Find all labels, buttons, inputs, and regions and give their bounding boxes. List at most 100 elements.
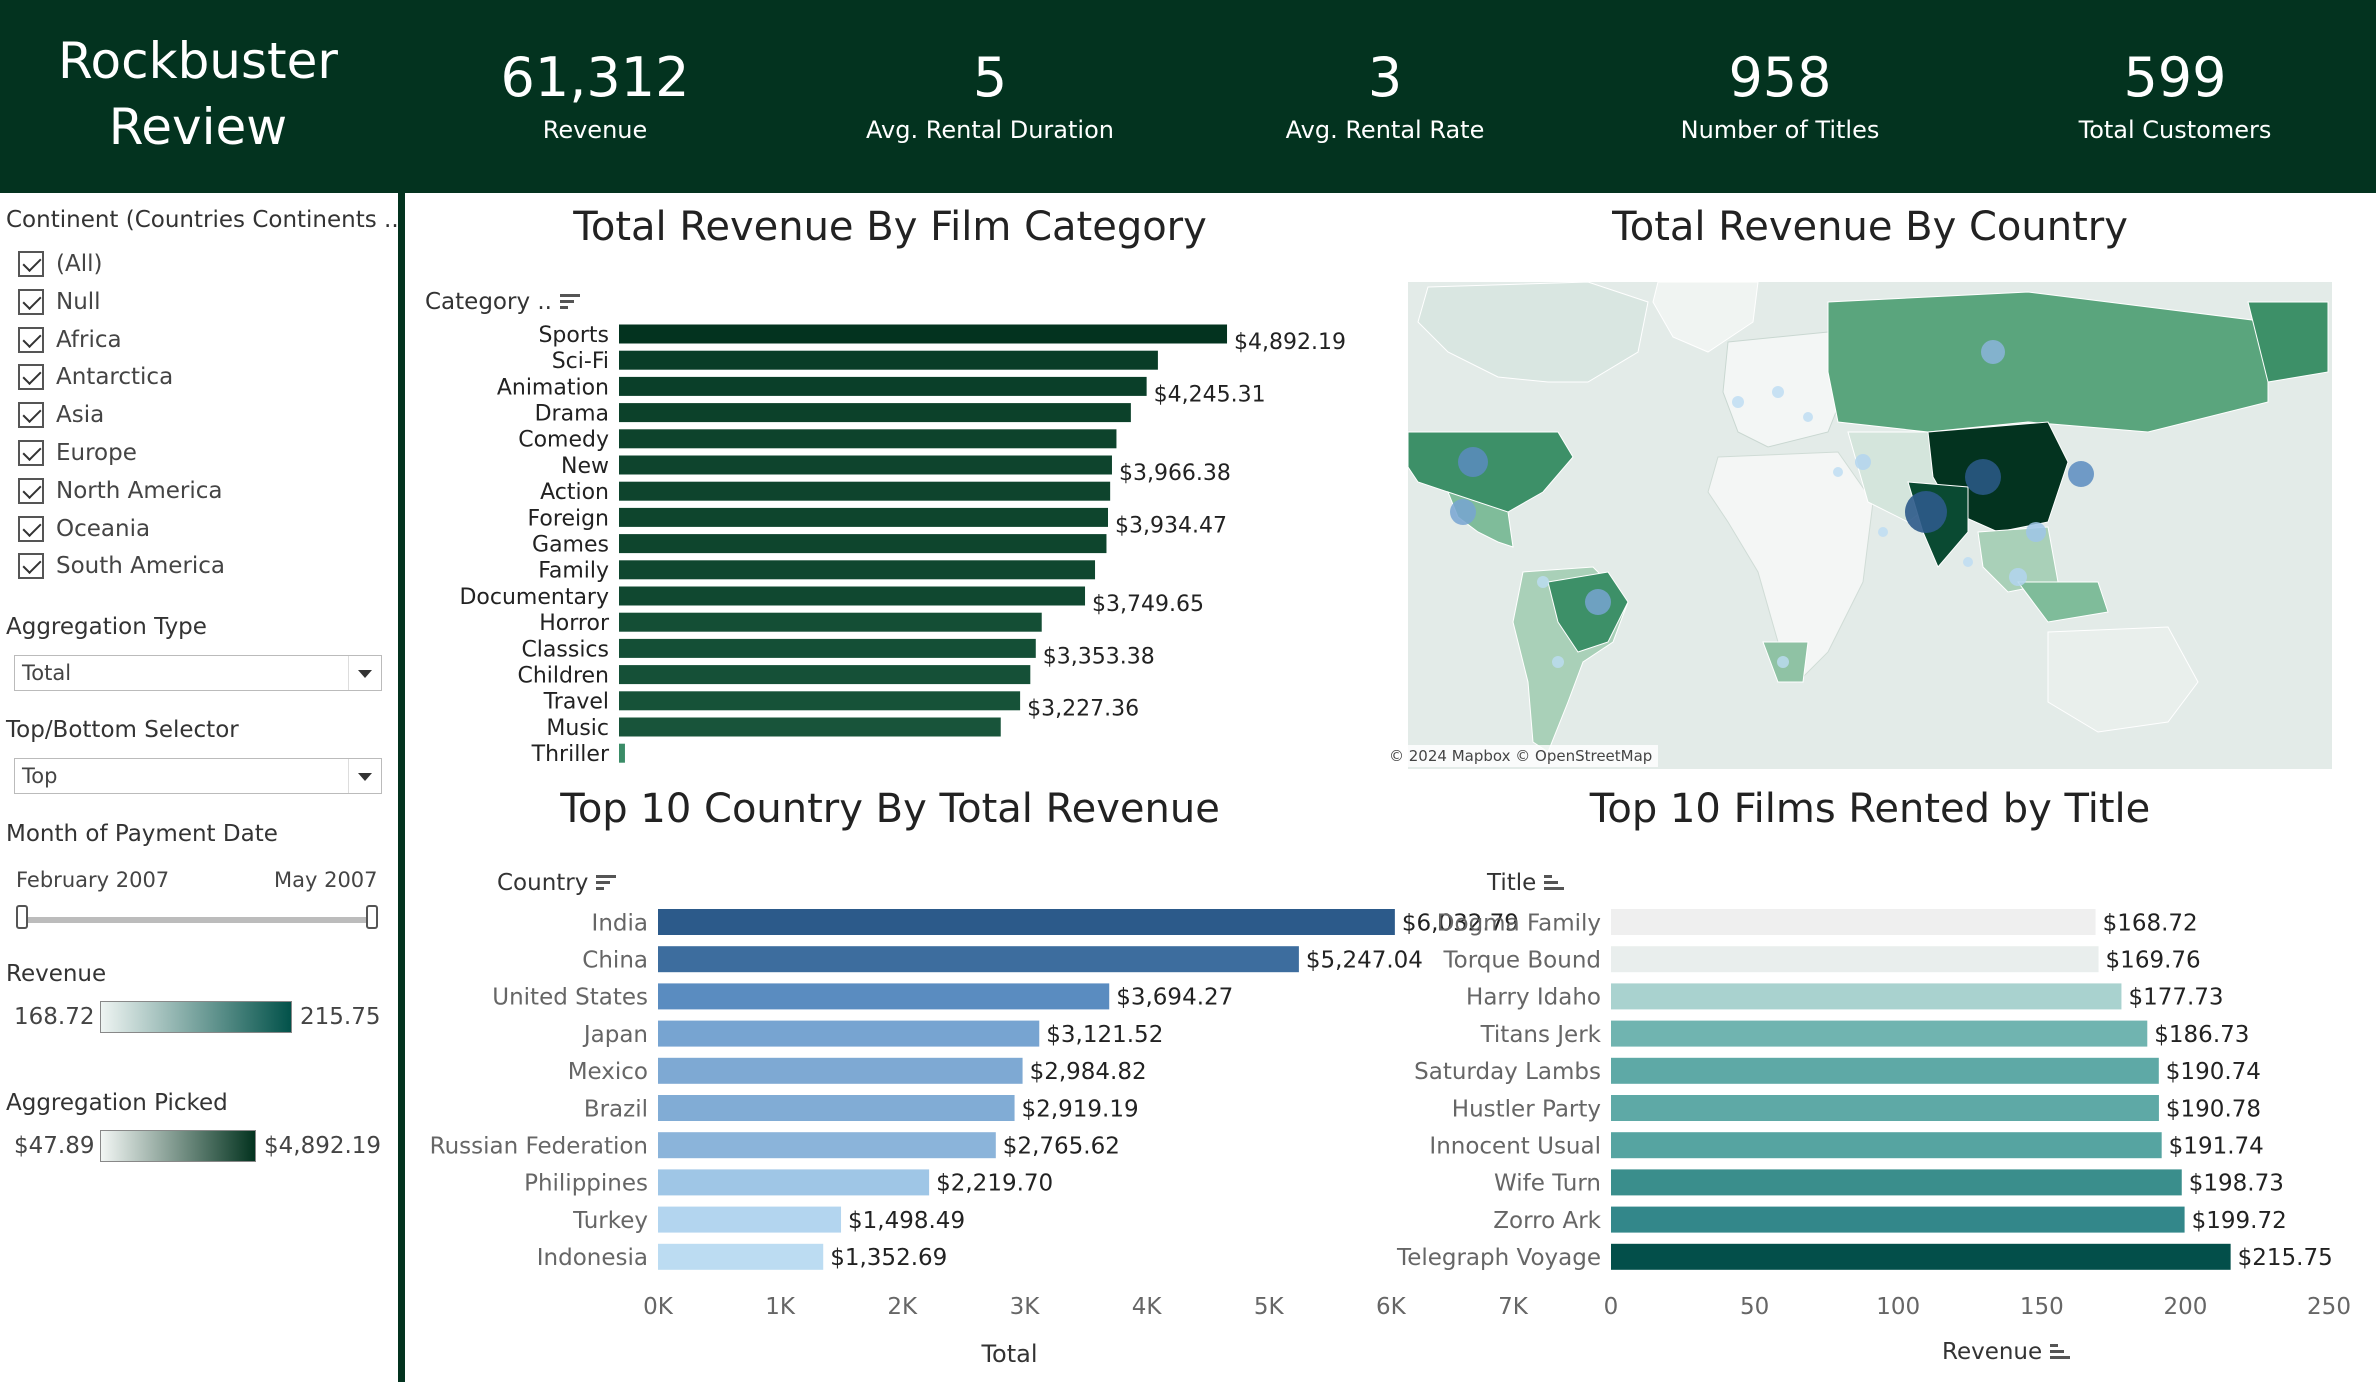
checkbox-checked-icon[interactable] — [18, 553, 44, 580]
category-label: Brazil — [584, 1096, 648, 1122]
bar[interactable] — [1611, 983, 2122, 1010]
category-label: Hustler Party — [1452, 1096, 1601, 1122]
aggregation-legend-max: $4,892.19 — [264, 1133, 382, 1159]
month-slider-start-handle[interactable] — [16, 905, 28, 929]
bar[interactable] — [619, 507, 1108, 527]
checkbox-checked-icon[interactable] — [18, 440, 44, 466]
data-label: $3,966.38 — [1119, 461, 1231, 486]
checkbox-checked-icon[interactable] — [18, 515, 44, 542]
revenue-legend-min: 168.72 — [14, 1004, 95, 1030]
bar[interactable] — [1611, 1206, 2185, 1233]
kpi-label: Number of Titles — [1680, 116, 1880, 144]
title-line-2: Review — [108, 98, 288, 156]
bar[interactable] — [658, 983, 1110, 1010]
bar[interactable] — [658, 1020, 1040, 1047]
data-label: $191.74 — [2169, 1133, 2264, 1159]
revenue-axis-label[interactable]: Revenue — [1942, 1339, 2072, 1365]
continent-filter-title: Continent (Countries Continents .. — [6, 207, 399, 233]
continent-option[interactable]: Europe — [18, 436, 137, 470]
continent-option[interactable]: (All) — [18, 247, 102, 281]
bar[interactable] — [619, 324, 1228, 344]
checkbox-checked-icon[interactable] — [18, 251, 44, 277]
bar[interactable] — [619, 612, 1042, 632]
data-label: $4,892.19 — [1234, 330, 1346, 355]
title-field-label[interactable]: Title — [1487, 870, 1566, 896]
world-revenue-map[interactable] — [1408, 282, 2332, 769]
month-slider-track[interactable] — [22, 917, 372, 923]
bar[interactable] — [619, 481, 1111, 501]
data-label: $177.73 — [2128, 985, 2223, 1011]
bar[interactable] — [658, 1095, 1015, 1121]
sort-ascending-icon[interactable] — [1544, 874, 1566, 892]
chevron-down-icon[interactable] — [348, 656, 381, 690]
bar[interactable] — [658, 1206, 842, 1233]
x-tick-label: 3K — [1010, 1294, 1041, 1320]
category-label: Games — [532, 533, 609, 558]
checkbox-checked-icon[interactable] — [18, 326, 44, 353]
bar[interactable] — [619, 691, 1021, 711]
continent-option[interactable]: Africa — [18, 323, 122, 357]
bar[interactable] — [619, 665, 1031, 685]
continent-option[interactable]: North America — [18, 474, 223, 508]
bar[interactable] — [619, 743, 625, 763]
bar[interactable] — [619, 455, 1112, 475]
bar[interactable] — [1611, 1243, 2231, 1270]
slider-end-label: May 2007 — [274, 868, 378, 892]
top-bottom-dropdown[interactable]: Top — [14, 758, 382, 794]
dashboard-title: Rockbuster Review — [38, 28, 358, 160]
category-label: Japan — [582, 1022, 648, 1048]
category-label: Sports — [538, 323, 609, 348]
map-attribution[interactable]: © 2024 Mapbox © OpenStreetMap — [1383, 745, 1659, 767]
continent-option-label: Europe — [56, 440, 137, 466]
bar[interactable] — [1611, 1020, 2148, 1047]
bar[interactable] — [619, 403, 1131, 423]
checkbox-checked-icon[interactable] — [18, 364, 44, 391]
bar[interactable] — [658, 1169, 930, 1196]
bar[interactable] — [619, 717, 1001, 737]
bar[interactable] — [658, 946, 1299, 973]
aggregation-legend-min: $47.89 — [14, 1133, 95, 1159]
bar[interactable] — [658, 1132, 996, 1159]
category-label: Documentary — [459, 585, 609, 610]
bar[interactable] — [1611, 1095, 2159, 1121]
continent-option[interactable]: Antarctica — [18, 360, 173, 394]
continent-option[interactable]: Oceania — [18, 512, 150, 546]
bar[interactable] — [619, 560, 1096, 580]
sort-ascending-icon[interactable] — [2050, 1343, 2072, 1361]
bar[interactable] — [1611, 909, 2096, 935]
data-label: $2,765.62 — [1003, 1133, 1120, 1159]
month-payment-title: Month of Payment Date — [6, 821, 278, 847]
sort-icon[interactable] — [560, 293, 582, 311]
bar[interactable] — [619, 350, 1158, 370]
bar[interactable] — [1611, 946, 2099, 973]
bar[interactable] — [658, 1057, 1023, 1084]
bar[interactable] — [619, 638, 1036, 658]
aggregation-type-dropdown[interactable]: Total — [14, 655, 382, 691]
bar[interactable] — [658, 909, 1395, 935]
chevron-down-icon[interactable] — [348, 759, 381, 793]
month-slider-end-handle[interactable] — [366, 905, 378, 929]
category-field-label[interactable]: Category .. — [425, 289, 582, 315]
dropdown-value: Top — [22, 764, 58, 788]
bar[interactable] — [658, 1243, 824, 1270]
bar[interactable] — [1611, 1057, 2159, 1084]
aggregation-legend-title: Aggregation Picked — [6, 1090, 228, 1116]
continent-option[interactable]: Null — [18, 285, 101, 319]
bar[interactable] — [619, 376, 1147, 396]
bar[interactable] — [619, 586, 1086, 606]
bar[interactable] — [619, 429, 1117, 449]
bar[interactable] — [1611, 1132, 2162, 1159]
kpi-total-customers: 599 Total Customers — [1995, 44, 2355, 148]
checkbox-checked-icon[interactable] — [18, 402, 44, 429]
philippines-bubble — [2026, 522, 2046, 542]
bar[interactable] — [1611, 1169, 2182, 1196]
continent-option[interactable]: Asia — [18, 398, 104, 432]
sort-icon[interactable] — [596, 874, 618, 892]
bar[interactable] — [619, 534, 1107, 554]
revenue-legend-title: Revenue — [6, 961, 107, 987]
category-label: Telegraph Voyage — [1396, 1245, 1601, 1271]
checkbox-checked-icon[interactable] — [18, 288, 44, 315]
country-field-label[interactable]: Country — [497, 870, 618, 896]
continent-option[interactable]: South America — [18, 549, 225, 583]
checkbox-checked-icon[interactable] — [18, 477, 44, 504]
